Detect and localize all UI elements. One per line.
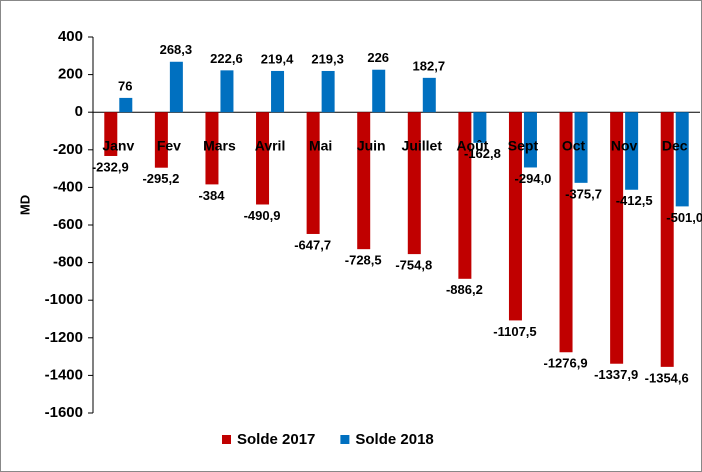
x-tick-label: Juillet bbox=[402, 138, 443, 154]
value-label: -1337,9 bbox=[594, 367, 638, 382]
value-label: 226 bbox=[367, 50, 389, 65]
value-label: 182,7 bbox=[413, 58, 446, 73]
y-tick-label: -400 bbox=[53, 178, 83, 195]
bar bbox=[422, 77, 436, 113]
value-label: -728,5 bbox=[345, 253, 382, 268]
y-tick-label: 400 bbox=[58, 28, 83, 45]
value-label: -162,8 bbox=[464, 146, 501, 161]
bar bbox=[321, 70, 335, 113]
x-tick-label: Fev bbox=[157, 138, 181, 154]
bar bbox=[574, 112, 588, 183]
value-label: -647,7 bbox=[294, 237, 331, 252]
x-tick-label: Sept bbox=[508, 138, 539, 154]
legend-label: Solde 2018 bbox=[355, 431, 433, 448]
bar bbox=[357, 112, 371, 250]
y-tick-label: -1000 bbox=[45, 291, 83, 308]
bar bbox=[205, 112, 219, 185]
value-label: -232,9 bbox=[92, 159, 129, 174]
bar bbox=[473, 112, 487, 143]
x-tick-label: Nov bbox=[611, 138, 638, 154]
bar bbox=[372, 69, 386, 113]
bar bbox=[610, 112, 624, 364]
value-label: -1276,9 bbox=[543, 356, 587, 371]
legend-swatch bbox=[222, 435, 231, 444]
y-tick-label: -200 bbox=[53, 141, 83, 158]
y-tick-label: -1600 bbox=[45, 404, 83, 421]
value-label: -754,8 bbox=[395, 258, 432, 273]
bar bbox=[407, 112, 421, 255]
value-label: 219,4 bbox=[261, 51, 294, 66]
x-tick-label: Avril bbox=[255, 138, 286, 154]
bar bbox=[119, 97, 133, 113]
x-tick-label: Août bbox=[456, 138, 488, 154]
value-label: -412,5 bbox=[616, 193, 653, 208]
value-label: -490,9 bbox=[244, 208, 281, 223]
bar bbox=[660, 112, 674, 367]
value-label: -501,0 bbox=[666, 210, 702, 225]
y-tick-label: -1200 bbox=[45, 329, 83, 346]
bar bbox=[458, 112, 472, 279]
value-label: -384 bbox=[198, 188, 225, 203]
x-tick-label: Oct bbox=[562, 138, 586, 154]
y-tick-label: 0 bbox=[75, 103, 83, 120]
x-tick-label: Mars bbox=[203, 138, 236, 154]
y-tick-label: 200 bbox=[58, 66, 83, 83]
legend-label: Solde 2017 bbox=[237, 431, 315, 448]
value-label: 219,3 bbox=[311, 51, 344, 66]
bar bbox=[104, 112, 118, 156]
y-tick-label: -1400 bbox=[45, 366, 83, 383]
bar bbox=[306, 112, 320, 234]
bar bbox=[154, 112, 168, 168]
y-axis-label: MD bbox=[17, 195, 32, 215]
bar bbox=[675, 112, 689, 207]
bar bbox=[625, 112, 639, 190]
bar bbox=[523, 112, 537, 168]
value-label: -1107,5 bbox=[493, 324, 536, 339]
value-label: 76 bbox=[118, 78, 132, 93]
bar bbox=[169, 61, 183, 113]
value-label: -375,7 bbox=[565, 186, 602, 201]
bar bbox=[256, 112, 270, 205]
bar bbox=[559, 112, 573, 353]
bar bbox=[220, 70, 234, 113]
x-tick-label: Dec bbox=[662, 138, 688, 154]
legend-swatch bbox=[340, 435, 350, 444]
x-tick-label: Janv bbox=[102, 138, 134, 154]
x-tick-label: Mai bbox=[309, 138, 332, 154]
y-tick-label: -600 bbox=[53, 216, 83, 233]
value-label: -294,0 bbox=[515, 171, 552, 186]
value-label: 222,6 bbox=[210, 51, 243, 66]
bar bbox=[271, 70, 285, 113]
value-label: -1354,6 bbox=[645, 370, 689, 385]
value-label: -295,2 bbox=[142, 171, 179, 186]
bar bbox=[508, 112, 522, 321]
x-tick-label: Juin bbox=[357, 138, 386, 154]
value-label: 268,3 bbox=[160, 42, 193, 57]
y-tick-label: -800 bbox=[53, 254, 83, 271]
value-label: -886,2 bbox=[446, 282, 483, 297]
